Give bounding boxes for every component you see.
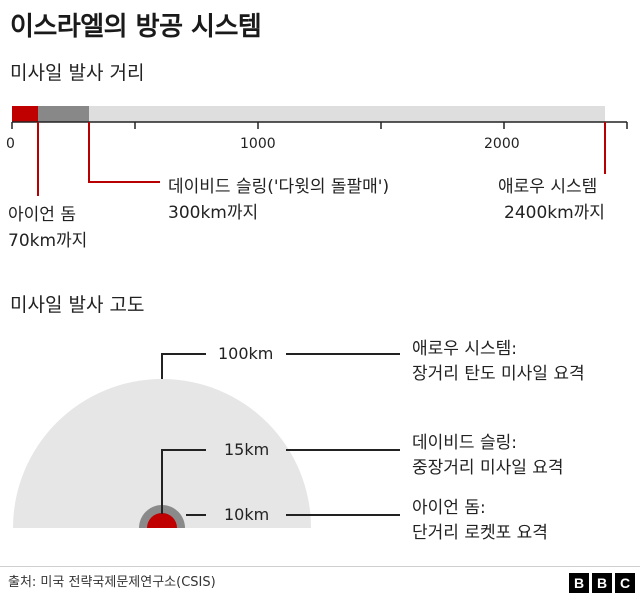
- range-leaders: [37, 122, 606, 196]
- altitude-label-iron-dome: 10km: [224, 505, 270, 524]
- footer-divider: [0, 566, 640, 567]
- altitude-arrow-name: 애로우 시스템:: [412, 339, 517, 359]
- altitude-section-heading: 미사일 발사 고도: [10, 294, 145, 316]
- range-axis-ticks: [11, 122, 628, 129]
- altitude-david-sling-desc: 중장거리 미사일 요격: [412, 458, 564, 478]
- arrow-name: 애로우 시스템: [498, 177, 598, 197]
- david-sling-range: 300km까지: [168, 203, 259, 223]
- altitude-david-sling-name: 데이비드 슬링:: [412, 433, 517, 453]
- bbc-logo: B B C: [569, 573, 635, 593]
- iron-dome-altitude-dome: [147, 513, 177, 528]
- altitude-leaders: [161, 353, 400, 516]
- range-section-heading: 미사일 발사 거리: [10, 62, 145, 84]
- page-title: 이스라엘의 방공 시스템: [10, 12, 262, 42]
- logo-letter: B: [592, 573, 612, 593]
- altitude-label-arrow: 100km: [218, 344, 274, 363]
- altitude-iron-dome-name: 아이언 돔:: [412, 498, 486, 518]
- altitude-label-david-sling: 15km: [224, 440, 270, 459]
- iron-dome-range-bar: [12, 106, 38, 122]
- iron-dome-range: 70km까지: [8, 231, 88, 251]
- arrow-range-bar: [12, 106, 605, 122]
- iron-dome-name: 아이언 돔: [8, 205, 76, 225]
- david-sling-name: 데이비드 슬링('다윗의 돌팔매'): [168, 177, 390, 197]
- tick-label-0: 0: [6, 136, 15, 152]
- altitude-arrow-desc: 장거리 탄도 미사일 요격: [412, 364, 585, 384]
- logo-letter: C: [615, 573, 635, 593]
- tick-label-2000: 2000: [484, 136, 520, 152]
- logo-letter: B: [569, 573, 589, 593]
- source-note: 출처: 미국 전략국제문제연구소(CSIS): [8, 575, 216, 590]
- tick-label-1000: 1000: [240, 136, 276, 152]
- arrow-range: 2400km까지: [504, 203, 605, 223]
- altitude-iron-dome-desc: 단거리 로켓포 요격: [412, 523, 548, 543]
